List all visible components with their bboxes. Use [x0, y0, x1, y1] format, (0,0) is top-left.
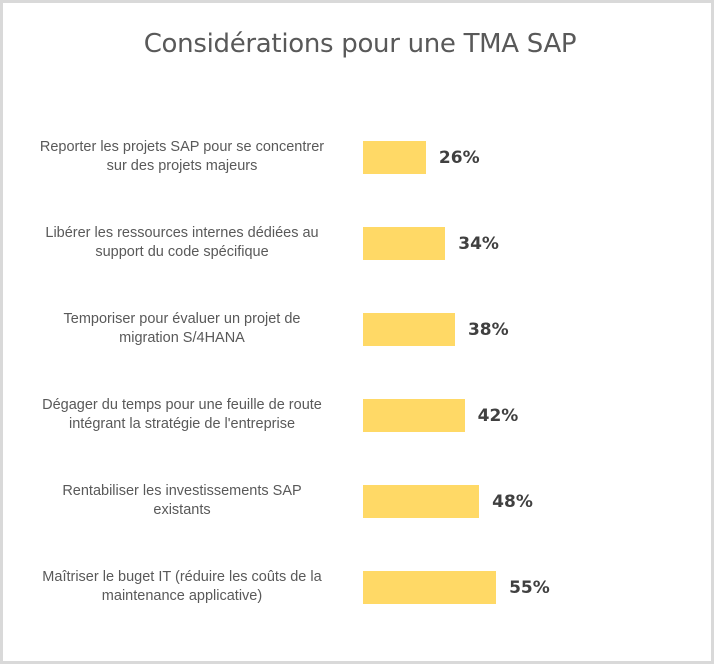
category-label-line: Rentabiliser les investissements SAP	[62, 483, 302, 499]
bar	[363, 484, 480, 518]
category-label-line: sur des projets majeurs	[106, 158, 258, 174]
chart-title: Considérations pour une TMA SAP	[143, 29, 577, 59]
value-label: 55%	[509, 578, 550, 598]
category-label-line: existants	[153, 502, 211, 518]
bar	[363, 570, 497, 604]
bar	[363, 312, 455, 346]
category-label: Libérer les ressources internes dédiées …	[11, 224, 353, 262]
value-label: 38%	[467, 320, 509, 340]
category-label: Temporiser pour évaluer un projet de migr…	[11, 310, 353, 348]
category-label-line: Libérer les ressources internes dédiées …	[45, 225, 319, 241]
category-label-line: Dégager du temps pour une feuille de rou…	[42, 397, 322, 413]
bar	[363, 226, 446, 260]
category-label-line: support du code spécifique	[95, 244, 269, 260]
category-label: Reporter les projets SAP pour se concent…	[11, 138, 353, 176]
category-label-line: Temporiser pour évaluer un projet de	[63, 311, 301, 327]
value-label: 26%	[438, 148, 480, 168]
category-label-line: maintenance applicative)	[101, 588, 263, 604]
category-label: Maîtriser le buget IT (réduire les coûts…	[11, 568, 353, 606]
category-label-line: intégrant la stratégie de l'entreprise	[68, 416, 296, 432]
category-label-line: Maîtriser le buget IT (réduire les coûts…	[42, 569, 322, 585]
category-label-line: Reporter les projets SAP pour se concent…	[39, 139, 325, 155]
value-label: 42%	[477, 406, 519, 426]
value-label: 48%	[492, 492, 533, 512]
category-label-line: migration S/4HANA	[119, 330, 245, 346]
category-label: Rentabiliser les investissements SAP exis…	[11, 482, 353, 520]
category-label: Dégager du temps pour une feuille de rou…	[11, 396, 353, 434]
bar	[363, 140, 426, 174]
bar	[363, 398, 465, 432]
value-label: 34%	[458, 234, 499, 254]
